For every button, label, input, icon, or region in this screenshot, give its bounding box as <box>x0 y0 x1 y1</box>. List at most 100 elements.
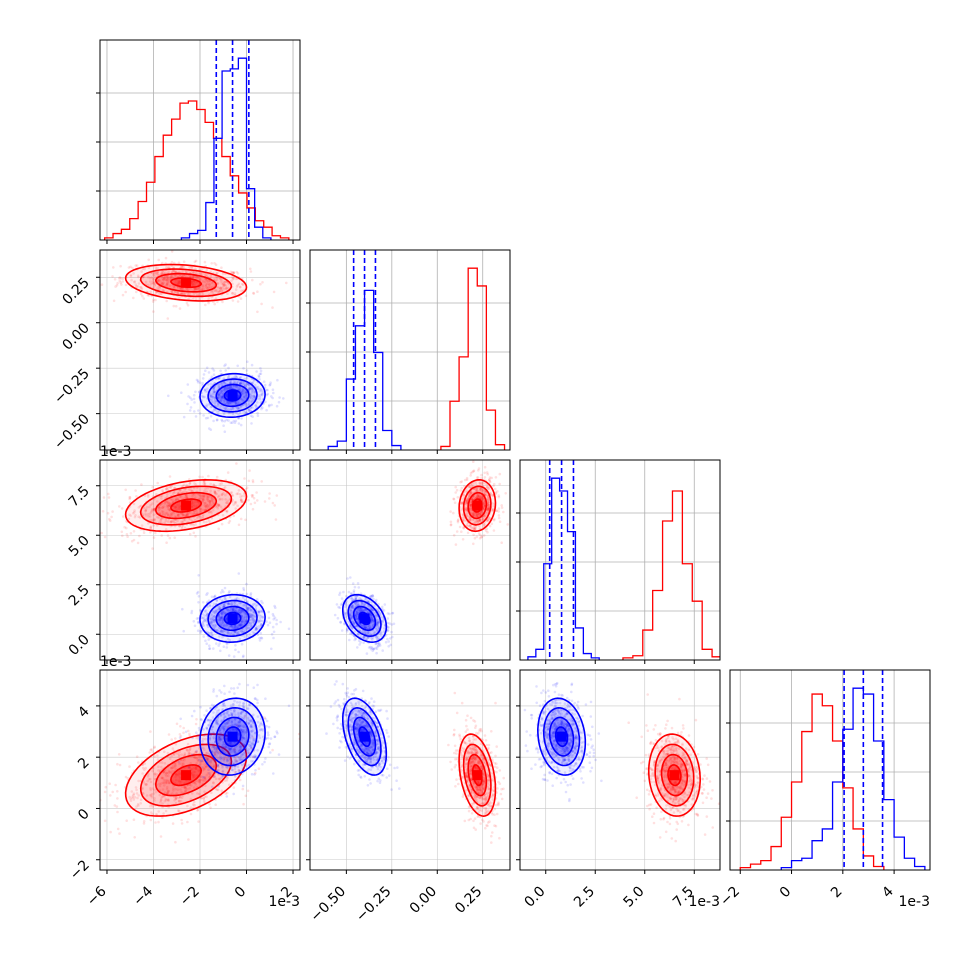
sample-point <box>120 530 124 534</box>
sample-point <box>469 503 472 507</box>
sample-point <box>129 532 133 535</box>
sample-point <box>152 273 155 277</box>
sample-point <box>259 632 263 635</box>
sample-point <box>166 513 170 516</box>
sample-point <box>361 609 365 613</box>
sample-point <box>244 294 248 298</box>
histogram-red-1 <box>440 267 506 450</box>
sample-point <box>228 602 231 606</box>
sample-point <box>190 519 194 523</box>
sample-point <box>228 632 231 635</box>
sample-point <box>488 478 491 481</box>
sample-point <box>205 405 209 408</box>
sample-point <box>191 501 195 504</box>
sample-point <box>218 621 222 625</box>
sample-point <box>365 652 369 655</box>
sample-point <box>187 293 190 296</box>
sample-point <box>198 778 201 782</box>
sample-point <box>142 297 146 300</box>
sample-point <box>174 270 177 274</box>
sample-point <box>485 485 489 489</box>
sample-point <box>163 514 166 517</box>
sample-point <box>125 819 128 822</box>
sample-point <box>200 762 203 766</box>
sample-point <box>219 369 222 373</box>
sample-point <box>154 292 158 296</box>
sample-point <box>109 794 112 797</box>
sample-point <box>251 736 255 739</box>
sample-point <box>480 483 484 486</box>
sample-point <box>214 609 217 613</box>
sample-point <box>188 291 192 295</box>
sample-point <box>190 502 193 506</box>
sample-point <box>478 481 482 485</box>
sample-point <box>112 299 116 303</box>
sample-point <box>233 401 237 405</box>
sample-point <box>203 776 207 779</box>
sample-point <box>344 611 348 615</box>
sample-point <box>213 489 216 493</box>
sample-point <box>210 398 213 402</box>
sample-point <box>180 391 183 395</box>
sample-point <box>376 620 380 624</box>
sample-point <box>164 256 168 260</box>
sample-point <box>262 380 266 384</box>
sample-point <box>202 799 206 803</box>
sample-point <box>196 516 199 520</box>
sample-point <box>380 605 384 609</box>
sample-point <box>258 616 262 620</box>
sample-point <box>493 517 496 521</box>
sample-point <box>474 488 478 492</box>
sample-point <box>166 779 169 783</box>
sample-point <box>186 512 190 516</box>
sample-point <box>222 282 225 286</box>
sample-point <box>178 296 181 300</box>
sample-point <box>169 277 172 280</box>
sample-point <box>192 271 195 275</box>
sample-point <box>251 620 255 623</box>
sample-point <box>162 281 165 285</box>
sample-point <box>219 591 223 594</box>
sample-point <box>194 267 197 271</box>
sample-point <box>203 748 206 751</box>
sample-point <box>102 496 106 499</box>
sample-point <box>357 608 361 612</box>
sample-point <box>240 499 243 502</box>
sample-point <box>213 753 216 757</box>
sample-point <box>222 285 225 288</box>
sample-point <box>162 794 165 798</box>
sample-point <box>166 276 169 279</box>
sample-point <box>208 286 212 289</box>
sample-point <box>221 599 224 602</box>
sample-point <box>346 628 349 631</box>
sample-point <box>232 607 235 611</box>
sample-point <box>263 500 267 503</box>
sample-point <box>498 472 502 476</box>
sample-point <box>256 620 260 624</box>
sample-point <box>222 604 226 607</box>
sample-point <box>213 289 217 293</box>
sample-point <box>194 756 197 760</box>
sample-point <box>180 525 184 528</box>
sample-point <box>205 593 208 596</box>
sample-point <box>496 490 499 493</box>
sample-point <box>146 495 150 498</box>
sample-point <box>456 496 460 499</box>
sample-point <box>251 406 254 409</box>
sample-point <box>193 624 197 628</box>
sample-point <box>193 260 197 264</box>
sample-point <box>487 506 491 509</box>
sample-point <box>193 482 196 485</box>
sample-point <box>172 511 175 515</box>
sample-point <box>209 618 213 621</box>
sample-point <box>225 646 229 649</box>
sample-point <box>375 647 379 650</box>
sample-point <box>225 418 228 422</box>
sample-point <box>221 498 224 501</box>
sample-point <box>252 615 255 618</box>
sample-point <box>271 306 274 309</box>
sample-point <box>165 266 168 269</box>
sample-point <box>490 522 494 525</box>
sample-point <box>467 485 470 489</box>
sample-point <box>249 387 253 391</box>
